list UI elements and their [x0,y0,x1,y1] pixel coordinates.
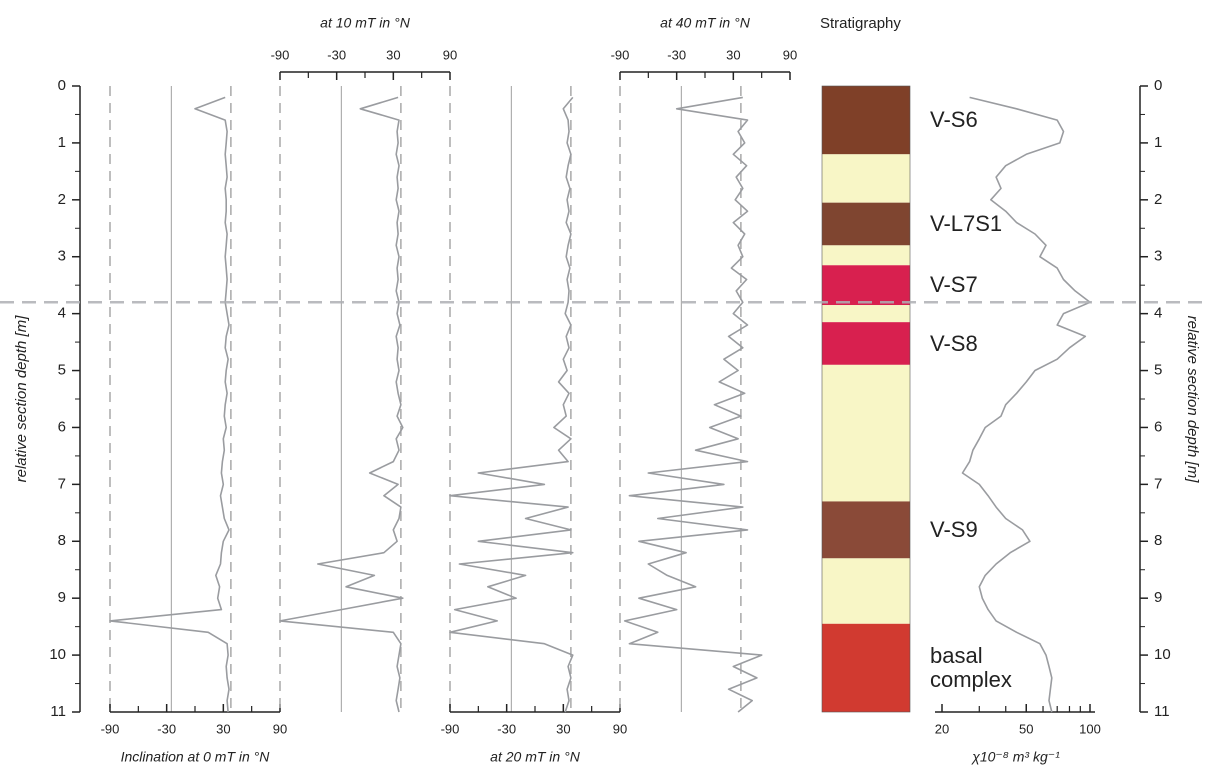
strat-layer [822,154,910,203]
x-tick-label: 90 [783,47,797,62]
y-tick-label: 9 [58,589,66,606]
strat-layer [822,86,910,155]
y-tick-label: 9 [1154,589,1162,606]
strat-label: V-S6 [930,107,978,133]
strat-label: V-S8 [930,330,978,356]
x-tick-label: -90 [441,721,460,736]
y-axis-label-right: relative section depth [m] [1184,316,1201,484]
strat-label: V-S7 [930,272,978,298]
y-tick-label: 2 [1154,191,1162,208]
x-tick-label: 30 [386,47,400,62]
y-tick-label: 3 [58,248,66,265]
y-tick-label: 8 [58,532,66,549]
x-tick-label: 100 [1079,721,1101,736]
y-tick-label: 1 [58,134,66,151]
y-tick-label: 8 [1154,532,1162,549]
data-line [109,96,230,713]
y-tick-label: 4 [1154,305,1162,322]
y-tick-label: 0 [58,77,66,94]
strat-layer [822,558,910,624]
x-tick-label: 50 [1019,721,1033,736]
data-line [279,96,404,713]
y-tick-label: 11 [1154,703,1170,720]
y-tick-label: 10 [49,646,66,663]
y-tick-label: 6 [58,418,66,435]
strat-layer [822,364,910,502]
x-tick-label: 30 [726,47,740,62]
y-tick-label: 4 [58,305,66,322]
x-tick-label: -90 [271,47,290,62]
strat-label: V-S9 [930,516,978,542]
x-tick-label: 90 [613,721,627,736]
x-tick-label: -90 [611,47,630,62]
y-tick-label: 7 [58,475,66,492]
y-tick-label: 10 [1154,646,1171,663]
x-tick-label: 30 [216,721,230,736]
data-line [623,96,763,713]
strat-layer [822,501,910,559]
y-tick-label: 5 [1154,362,1162,379]
strat-layer [822,245,910,266]
x-tick-label: -30 [667,47,686,62]
strat-outline [821,85,911,713]
y-tick-label: 5 [58,362,66,379]
strat-layer [822,202,910,246]
panel-title: at 40 mT in °N [660,15,751,31]
x-tick-label: 90 [443,47,457,62]
x-tick-label: -30 [157,721,176,736]
data-line [449,96,574,713]
y-tick-label: 7 [1154,475,1162,492]
x-tick-label: -90 [101,721,120,736]
stratigraphy-title: Stratigraphy [820,15,901,32]
panel-title: Inclination at 0 mT in °N [121,749,271,765]
strat-layer [822,305,910,323]
y-tick-label: 6 [1154,418,1162,435]
y-tick-label: 1 [1154,134,1162,151]
panel-title: at 20 mT in °N [490,749,581,765]
strat-layer [822,623,910,712]
y-tick-label: 0 [1154,77,1162,94]
x-tick-label: -30 [327,47,346,62]
y-tick-label: 11 [50,703,66,720]
x-tick-label: 30 [556,721,570,736]
x-tick-label: 20 [935,721,949,736]
y-tick-label: 2 [58,191,66,208]
x-tick-label: 90 [273,721,287,736]
strat-layer [822,322,910,365]
data-line [961,96,1091,713]
strat-label: basal complex [930,642,1012,692]
strat-label: V-L7S1 [930,211,1003,236]
y-axis-label: relative section depth [m] [13,315,30,483]
x-tick-label: -30 [497,721,516,736]
y-tick-label: 3 [1154,248,1162,265]
strat-layer [822,265,910,306]
panel-title: at 10 mT in °N [320,15,411,31]
panel-title: χ10⁻⁸ m³ kg⁻¹ [970,749,1060,765]
